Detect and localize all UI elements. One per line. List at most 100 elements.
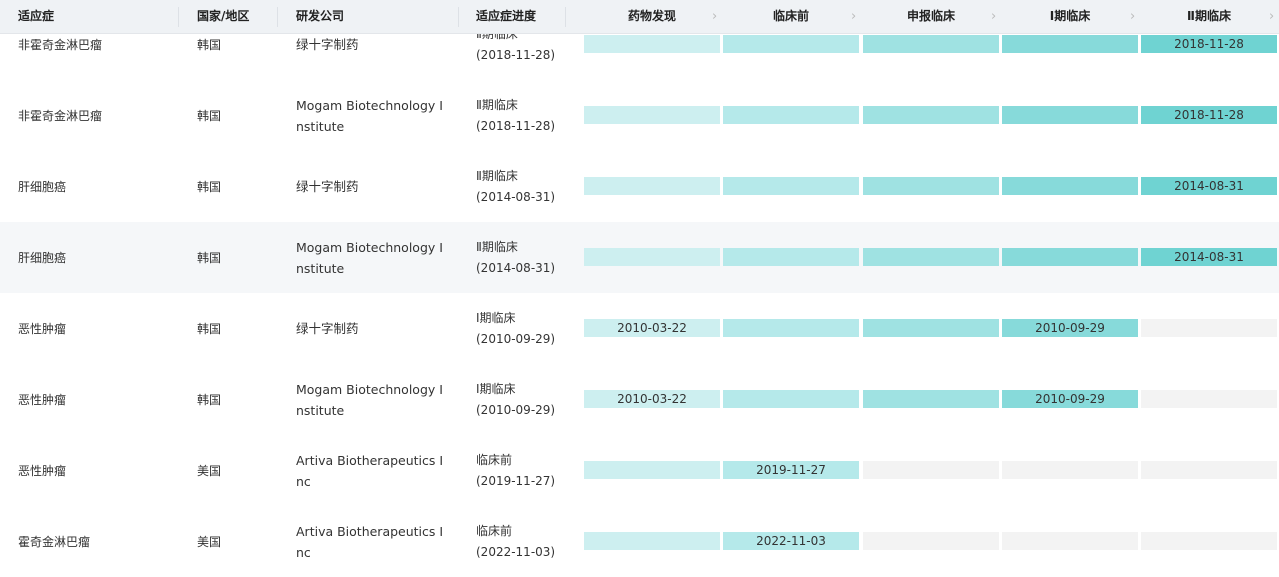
stage-bar <box>584 461 720 479</box>
stage-bar <box>723 106 859 124</box>
progress: 临床前 (2019-11-27) <box>476 450 555 492</box>
progress-date: (2014-08-31) <box>476 189 556 204</box>
progress-stage: Ⅰ期临床 <box>476 310 516 325</box>
company: Mogam Biotechnology Institute <box>296 239 443 276</box>
progress-stage: Ⅰ期临床 <box>476 381 516 396</box>
stage-bar <box>1141 532 1277 550</box>
progress: Ⅱ期临床 (2014-08-31) <box>476 237 555 279</box>
stage-bar <box>584 177 720 195</box>
progress-stage: 临床前 <box>476 523 513 538</box>
column-header: 研发公司 <box>296 9 345 23</box>
country: 韩国 <box>197 109 222 123</box>
company: 绿十字制药 <box>296 179 359 194</box>
country-cell: 韩国 <box>197 364 221 435</box>
indication: 肝细胞癌 <box>18 180 67 194</box>
company: Artiva Biotherapeutics Inc <box>296 523 444 560</box>
stage-bar <box>863 35 999 53</box>
progress-date: (2022-11-03) <box>476 544 556 559</box>
stage-bar: 2022-11-03 <box>723 532 859 550</box>
country-cell: 美国 <box>197 506 221 577</box>
table-row[interactable]: 非霍奇金淋巴瘤 韩国 Mogam Biotechnology Institute Ⅱ期… <box>0 80 1279 151</box>
progress-date: (2019-11-27) <box>476 473 556 488</box>
stage-bar: 2019-11-27 <box>723 461 859 479</box>
indication: 非霍奇金淋巴瘤 <box>18 38 103 52</box>
company-cell: 绿十字制药 <box>296 9 448 80</box>
stage-bar: 2010-09-29 <box>1002 390 1138 408</box>
progress: Ⅱ期临床 (2014-08-31) <box>476 166 555 208</box>
column-separator <box>565 7 566 27</box>
company-cell: 绿十字制药 <box>296 293 448 364</box>
column-header: 国家/地区 <box>197 9 250 23</box>
country: 韩国 <box>197 180 222 194</box>
stage-arrow: › <box>851 9 857 24</box>
company: 绿十字制药 <box>296 321 359 336</box>
table-row[interactable]: 霍奇金淋巴瘤 美国 Artiva Biotherapeutics Inc 临床前 (20… <box>0 506 1279 577</box>
progress: Ⅰ期临床 (2010-09-29) <box>476 308 555 350</box>
progress-stage: Ⅱ期临床 <box>476 239 518 254</box>
indication: 恶性肿瘤 <box>18 464 67 478</box>
stage-header: 药物发现 <box>627 9 676 23</box>
stage-bar: 2010-03-22 <box>584 390 720 408</box>
progress-date: (2018-11-28) <box>476 118 556 133</box>
indication: 恶性肿瘤 <box>18 393 67 407</box>
table-row[interactable]: 肝细胞癌 韩国 绿十字制药 Ⅱ期临床 (2014-08-31) 2014-08-31 <box>0 151 1279 222</box>
table-row[interactable]: 肝细胞癌 韩国 Mogam Biotechnology Institute Ⅱ期临床 (… <box>0 222 1279 293</box>
progress-stage: 临床前 <box>476 452 513 467</box>
stage-bar <box>1002 35 1138 53</box>
country: 韩国 <box>197 251 222 265</box>
table-row[interactable]: 恶性肿瘤 韩国 Mogam Biotechnology Institute Ⅰ期临床 (… <box>0 364 1279 435</box>
company-cell: Mogam Biotechnology Institute <box>296 222 448 293</box>
stage-bar <box>1002 177 1138 195</box>
progress: 临床前 (2022-11-03) <box>476 521 555 563</box>
stage-bar <box>584 532 720 550</box>
indication-cell: 恶性肿瘤 <box>18 364 66 435</box>
country-cell: 韩国 <box>197 222 221 293</box>
progress-cell: Ⅱ期临床 (2014-08-31) <box>476 222 555 293</box>
stage-header: Ⅰ期临床 <box>1049 9 1091 23</box>
stage-bar: 2014-08-31 <box>1141 177 1277 195</box>
column-separator <box>277 7 278 27</box>
stage-header: Ⅱ期临床 <box>1187 9 1231 23</box>
indication: 恶性肿瘤 <box>18 322 67 336</box>
stage-bar <box>863 177 999 195</box>
progress-cell: 临床前 (2022-11-03) <box>476 506 555 577</box>
company: Artiva Biotherapeutics Inc <box>296 452 444 489</box>
table-row[interactable]: 恶性肿瘤 美国 Artiva Biotherapeutics Inc 临床前 (2019… <box>0 435 1279 506</box>
stage-bar <box>863 461 999 479</box>
stage-bar <box>723 248 859 266</box>
stage-bar <box>1002 532 1138 550</box>
indication: 肝细胞癌 <box>18 251 67 265</box>
country: 美国 <box>197 535 222 549</box>
indication: 霍奇金淋巴瘤 <box>18 535 91 549</box>
country-cell: 韩国 <box>197 9 221 80</box>
indication-cell: 恶性肿瘤 <box>18 435 66 506</box>
stage-bar <box>584 106 720 124</box>
company-cell: 绿十字制药 <box>296 151 448 222</box>
progress-stage: Ⅱ期临床 <box>476 168 518 183</box>
indication: 非霍奇金淋巴瘤 <box>18 109 103 123</box>
column-separator <box>178 7 179 27</box>
table-row[interactable]: 恶性肿瘤 韩国 绿十字制药 Ⅰ期临床 (2010-09-29) 2010-03-22 201… <box>0 293 1279 364</box>
stage-bar <box>863 319 999 337</box>
company-cell: Artiva Biotherapeutics Inc <box>296 435 448 506</box>
stage-header: 临床前 <box>772 9 809 23</box>
progress-cell: Ⅱ期临床 (2014-08-31) <box>476 151 555 222</box>
stage-bar <box>1002 461 1138 479</box>
indication-cell: 非霍奇金淋巴瘤 <box>18 80 102 151</box>
progress: Ⅰ期临床 (2010-09-29) <box>476 379 555 421</box>
country: 韩国 <box>197 38 222 52</box>
stage-arrow: › <box>1130 9 1136 24</box>
stage-bar <box>863 532 999 550</box>
stage-bar: 2014-08-31 <box>1141 248 1277 266</box>
stage-bar <box>723 390 859 408</box>
column-header: 适应症进度 <box>476 9 537 23</box>
stage-bar: 2010-03-22 <box>584 319 720 337</box>
stage-bar <box>1141 319 1277 337</box>
stage-bar <box>1141 390 1277 408</box>
stage-bar <box>584 248 720 266</box>
progress-cell: Ⅰ期临床 (2010-09-29) <box>476 364 555 435</box>
indication-cell: 肝细胞癌 <box>18 151 66 222</box>
stage-bar <box>584 35 720 53</box>
stage-arrow: › <box>712 9 718 24</box>
